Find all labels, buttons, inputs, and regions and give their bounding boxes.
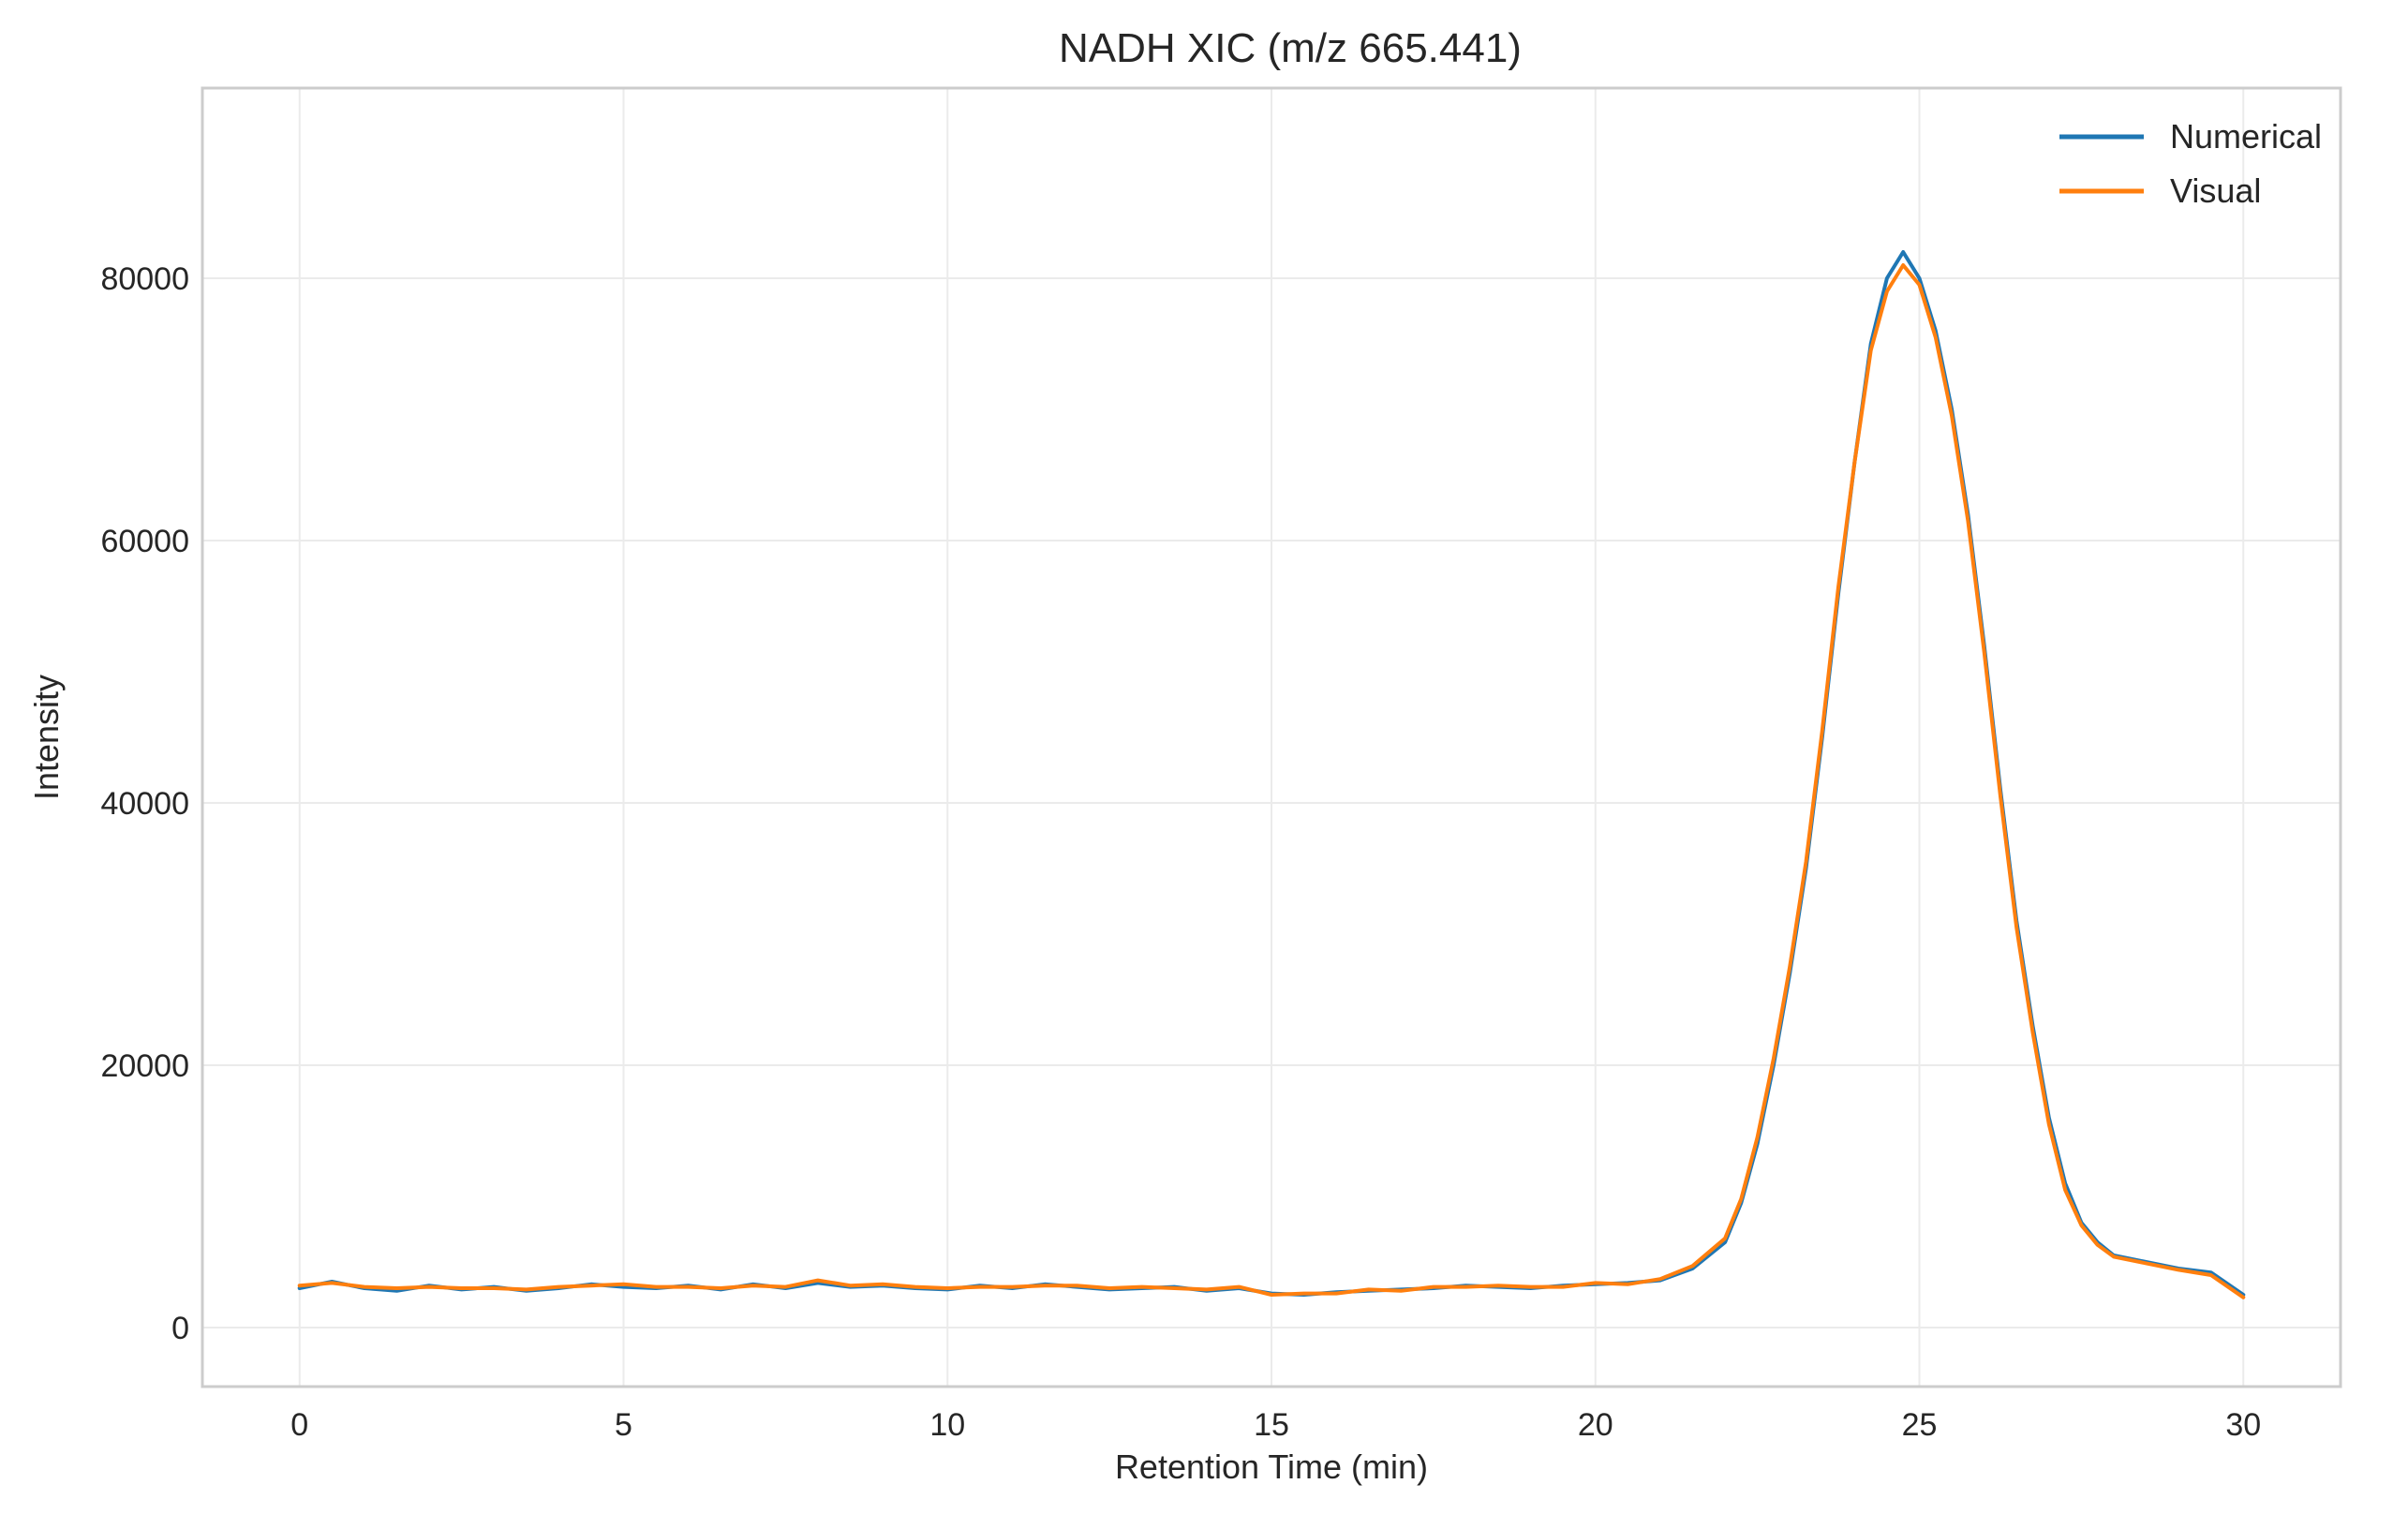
x-tick-label: 30 (2225, 1407, 2261, 1443)
y-tick-label: 80000 (100, 261, 189, 297)
y-axis-label: Intensity (27, 675, 66, 800)
x-axis-label: Retention Time (min) (1115, 1447, 1428, 1486)
series-layer (297, 250, 2246, 1299)
y-tick-label: 0 (171, 1311, 189, 1346)
x-tick-label: 5 (615, 1407, 632, 1443)
legend-label-numerical: Numerical (2170, 117, 2322, 156)
x-tick-label: 0 (290, 1407, 308, 1443)
legend: Numerical Visual (2059, 117, 2322, 210)
plot-frame (201, 86, 2342, 1388)
x-tick-label: 20 (1578, 1407, 1613, 1443)
grid-layer (202, 88, 2341, 1387)
chart-title: NADH XIC (m/z 665.441) (1059, 25, 1522, 71)
y-tick-label: 20000 (100, 1048, 189, 1084)
series-line-visual (297, 263, 2246, 1299)
legend-label-visual: Visual (2170, 171, 2261, 210)
x-tick-label: 25 (1902, 1407, 1938, 1443)
x-tick-label: 15 (1254, 1407, 1289, 1443)
y-tick-label: 60000 (100, 524, 189, 559)
x-tick-label: 10 (929, 1407, 965, 1443)
ticks-layer: 0 5 10 15 20 25 30 0 20000 40000 60000 80000 (100, 261, 2261, 1443)
y-tick-label: 40000 (100, 786, 189, 822)
